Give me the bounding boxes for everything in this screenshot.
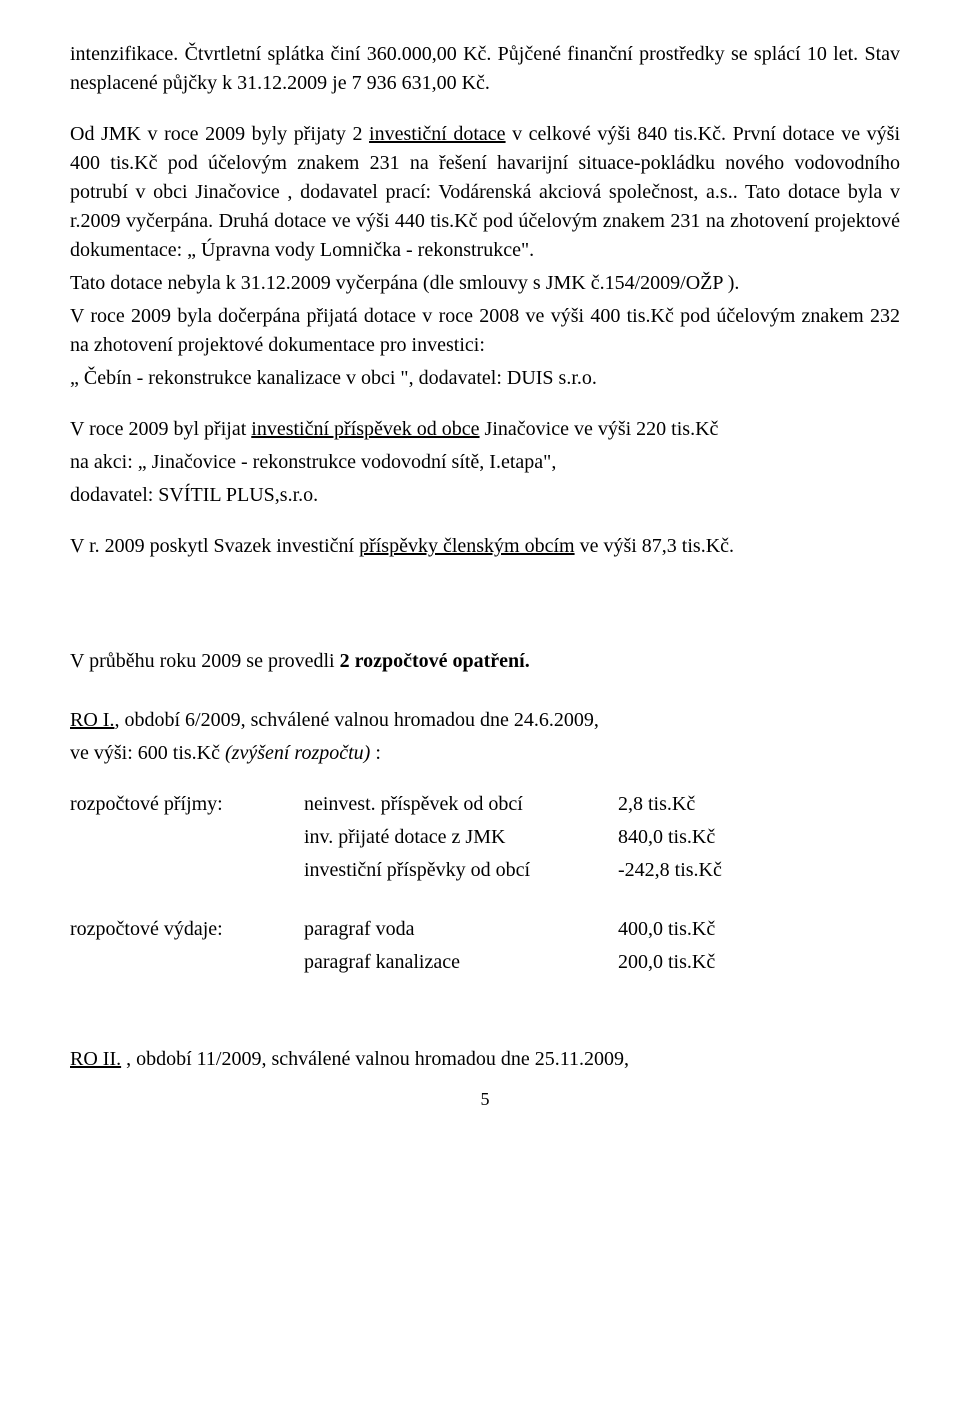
expense-val: 200,0 tis.Kč [618,948,900,981]
paragraph-ro1-line1: RO I., období 6/2009, schválené valnou h… [70,706,900,735]
paragraph-svazek-prispevky: V r. 2009 poskytl Svazek investiční přís… [70,532,900,561]
income-label: rozpočtové příjmy: [70,790,304,823]
budget-expense-table: rozpočtové výdaje: paragraf voda 400,0 t… [70,915,900,981]
table-row: investiční příspěvky od obcí -242,8 tis.… [70,856,900,889]
paragraph-prispevek-obce: V roce 2009 byl přijat investiční příspě… [70,415,900,444]
table-row: paragraf kanalizace 200,0 tis.Kč [70,948,900,981]
paragraph-cebin: „ Čebín - rekonstrukce kanalizace v obci… [70,364,900,393]
text: dodavatel: SVÍTIL PLUS,s.r.o. [70,484,318,506]
text: na akci: „ Jinačovice - rekonstrukce vod… [70,451,556,473]
paragraph-akce-jinacovice: na akci: „ Jinačovice - rekonstrukce vod… [70,448,900,477]
text: V r. 2009 poskytl Svazek investiční [70,535,359,557]
text: ve výši: 600 tis.Kč [70,742,225,764]
table-row: rozpočtové příjmy: neinvest. příspěvek o… [70,790,900,823]
text: V roce 2009 byla dočerpána přijatá dotac… [70,305,900,356]
paragraph-dodavatel-svitil: dodavatel: SVÍTIL PLUS,s.r.o. [70,481,900,510]
income-desc: neinvest. příspěvek od obcí [304,790,618,823]
text: Od JMK v roce 2009 byly přijaty 2 [70,123,369,145]
text: V průběhu roku 2009 se provedli [70,650,340,672]
text: Jinačovice ve výši 220 tis.Kč [480,418,719,440]
income-val: -242,8 tis.Kč [618,856,900,889]
text: intenzifikace. Čtvrtletní splátka činí 3… [70,43,900,94]
underline-ro2: RO II. [70,1048,121,1070]
underline-invest-prispevek: investiční příspěvek od obce [251,418,479,440]
expense-desc: paragraf voda [304,915,618,948]
expense-label: rozpočtové výdaje: [70,915,304,948]
table-row: rozpočtové výdaje: paragraf voda 400,0 t… [70,915,900,948]
income-val: 2,8 tis.Kč [618,790,900,823]
underline-prispevky-obcim: příspěvky členským obcím [359,535,575,557]
text: , období 6/2009, schválené valnou hromad… [114,709,598,731]
income-desc: inv. přijaté dotace z JMK [304,823,618,856]
expense-desc: paragraf kanalizace [304,948,618,981]
paragraph-dotace-nebyla: Tato dotace nebyla k 31.12.2009 vyčerpán… [70,269,900,298]
paragraph-ro1-line2: ve výši: 600 tis.Kč (zvýšení rozpočtu) : [70,739,900,768]
text: ve výši 87,3 tis.Kč. [575,535,734,557]
paragraph-jmk-dotace: Od JMK v roce 2009 byly přijaty 2 invest… [70,120,900,265]
text: Tato dotace nebyla k 31.12.2009 vyčerpán… [70,272,739,294]
text: , období 11/2009, schválené valnou hroma… [121,1048,629,1070]
table-row: inv. přijaté dotace z JMK 840,0 tis.Kč [70,823,900,856]
text: V roce 2009 byl přijat [70,418,251,440]
income-val: 840,0 tis.Kč [618,823,900,856]
italic-zvyseni: (zvýšení rozpočtu) [225,742,370,764]
paragraph-intenzifikace: intenzifikace. Čtvrtletní splátka činí 3… [70,40,900,98]
paragraph-rok2009-docerpana: V roce 2009 byla dočerpána přijatá dotac… [70,302,900,360]
expense-val: 400,0 tis.Kč [618,915,900,948]
income-desc: investiční příspěvky od obcí [304,856,618,889]
budget-income-table: rozpočtové příjmy: neinvest. příspěvek o… [70,790,900,889]
paragraph-rozpoctove-opatreni: V průběhu roku 2009 se provedli 2 rozpoč… [70,647,900,676]
page-number: 5 [70,1086,900,1112]
underline-investicni-dotace: investiční dotace [369,123,506,145]
paragraph-ro2: RO II. , období 11/2009, schválené valno… [70,1045,900,1074]
bold-2-rozpoctove: 2 rozpočtové opatření. [340,650,530,672]
underline-ro1: RO I. [70,709,114,731]
text: „ Čebín - rekonstrukce kanalizace v obci… [70,367,597,389]
text: : [370,742,381,764]
